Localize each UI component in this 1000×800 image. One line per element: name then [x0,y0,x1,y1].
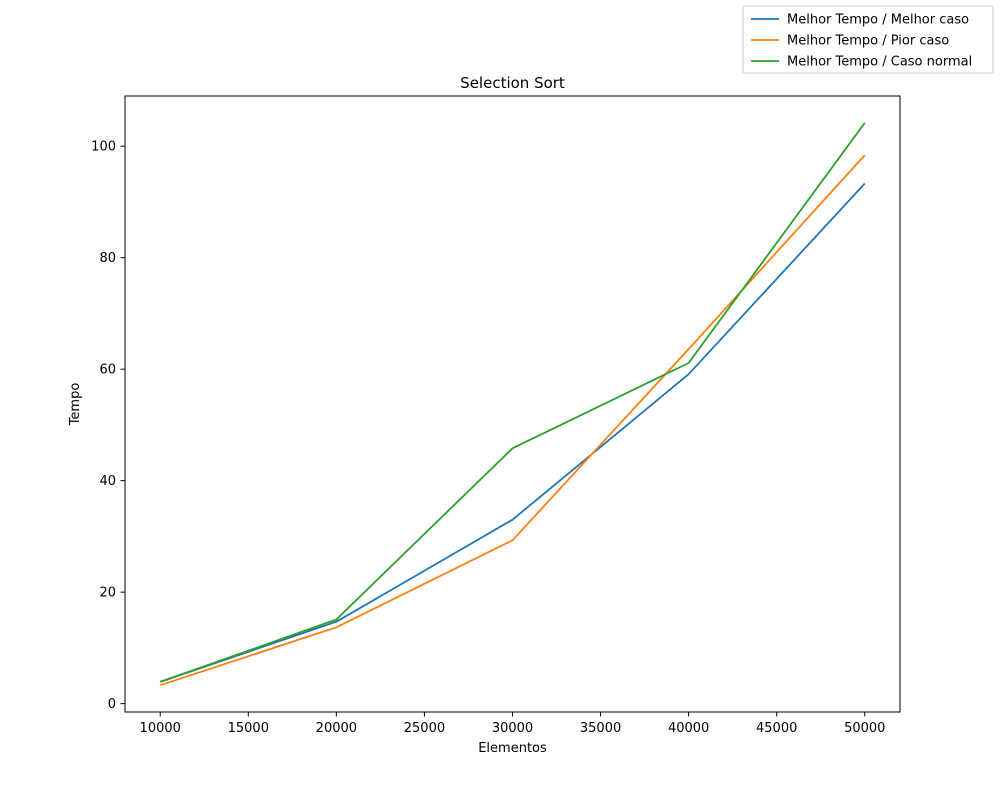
legend-label-3: Melhor Tempo / Caso normal [787,55,972,70]
y-tick-label: 80 [99,251,116,266]
x-axis: 10000 15000 20000 25000 30000 35000 40000 45000… [140,712,885,736]
y-axis-label: Tempo [68,383,83,427]
x-tick-label: 30000 [492,721,533,736]
x-tick-label: 15000 [228,721,269,736]
y-tick-label: 20 [99,586,116,601]
y-tick-label: 100 [91,140,116,155]
y-tick-label: 60 [99,363,116,378]
x-tick-label: 10000 [140,721,181,736]
x-tick-label: 35000 [580,721,621,736]
series-line-3 [159,122,866,683]
y-axis: 0 20 40 60 80 100 [91,140,125,712]
x-tick-label: 45000 [756,721,797,736]
x-tick-label: 50000 [844,721,885,736]
legend-label-2: Melhor Tempo / Pior caso [787,34,949,49]
y-tick-label: 0 [108,697,116,712]
chart-title: Selection Sort [460,74,565,92]
x-tick-label: 20000 [316,721,357,736]
series-line-1 [159,182,866,683]
legend: Melhor Tempo / Melhor caso Melhor Tempo /… [742,5,994,74]
x-tick-label: 40000 [668,721,709,736]
x-tick-label: 25000 [404,721,445,736]
legend-frame [742,5,994,74]
x-axis-label: Elementos [478,741,547,756]
legend-label-1: Melhor Tempo / Melhor caso [787,13,969,28]
y-tick-label: 40 [99,474,116,489]
series-layer [159,122,866,687]
